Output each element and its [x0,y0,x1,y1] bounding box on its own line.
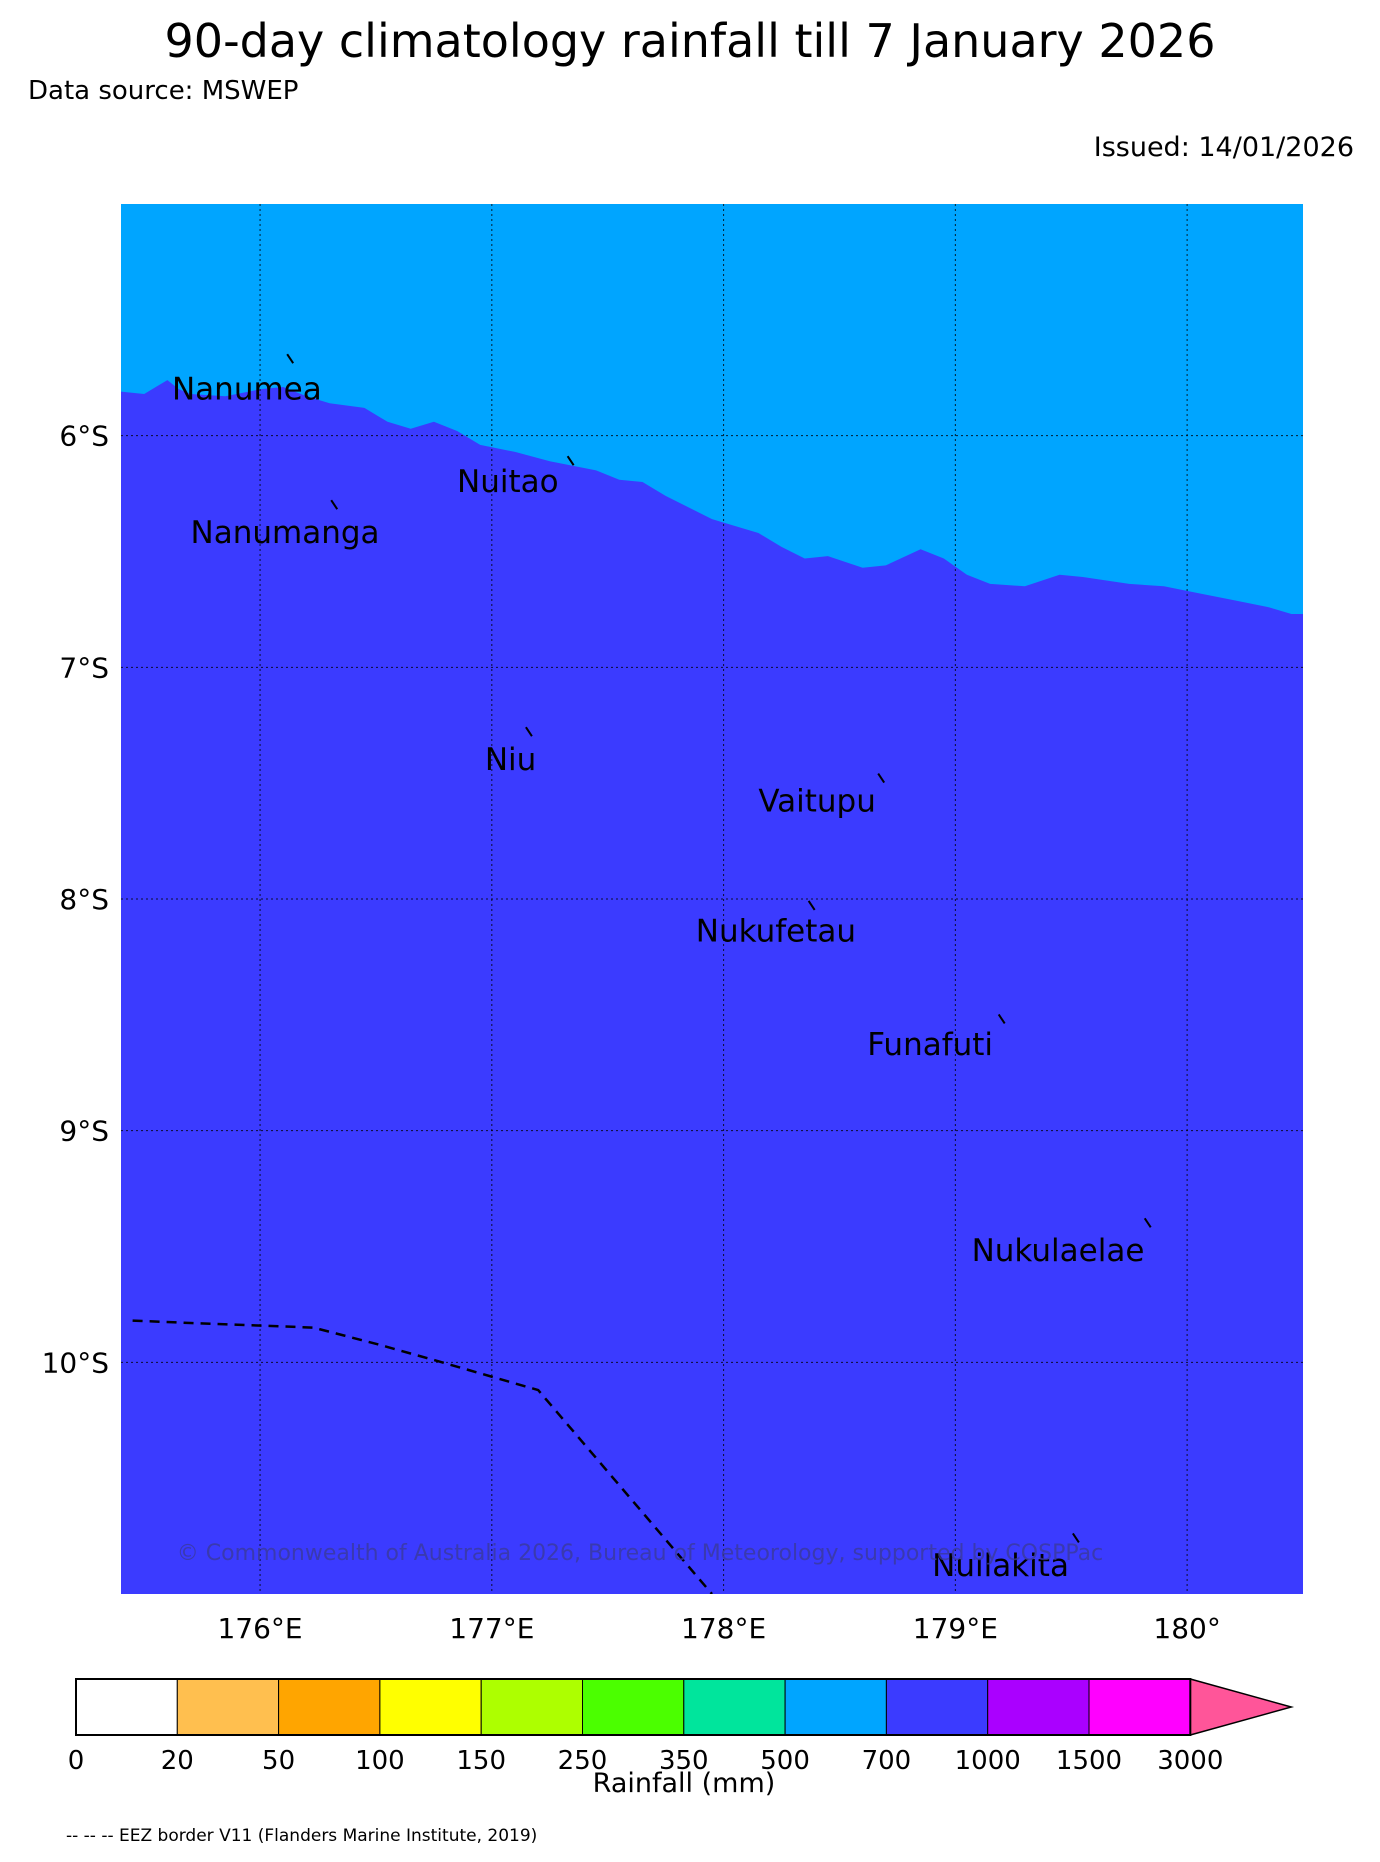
island-label: Nukulaelae [972,1233,1145,1269]
lon-tick-label: 179°E [913,1612,998,1645]
island-outline [877,772,886,784]
island-outline [286,353,295,364]
legend-swatch [75,1678,178,1736]
legend-swatch [480,1678,584,1736]
lat-tick-label: 10°S [42,1346,109,1379]
island-label: Niu [485,742,536,778]
lat-tick-label: 7°S [59,651,109,684]
legend-tick-label: 3000 [1157,1746,1223,1776]
island-outline [525,726,533,737]
islands-layer: Nanumea Nuitao Nanumanga Niu Vaitupu Nukufeta… [172,353,1152,1584]
legend-tick-label: 150 [456,1746,506,1776]
island-label: Funafuti [867,1027,993,1063]
legend-tick-label: 100 [355,1746,405,1776]
eez-footnote: -- -- -- EEZ border V11 (Flanders Marine… [66,1826,538,1846]
legend-swatch [683,1678,786,1736]
island-label: Nanumea [172,371,322,407]
island-label: Nanumanga [191,515,380,551]
island-label: Vaitupu [758,784,876,820]
island-outline [1143,1217,1152,1228]
legend-tick-label: 20 [161,1746,194,1776]
island-label: Nuilakita [932,1548,1069,1584]
legend-tick-label: 1500 [1056,1746,1122,1776]
graticule [121,204,1303,1594]
island-outline [997,1013,1006,1025]
island-label: Nuitao [457,464,559,500]
legend-frame [75,1678,1192,1736]
legend-swatch [885,1678,989,1736]
issued-date: Issued: 14/01/2026 [1093,132,1354,163]
lon-tick-label: 177°E [449,1612,534,1645]
map-title: 90-day climatology rainfall till 7 Janua… [164,14,1216,68]
legend-extend-arrow [1189,1678,1295,1736]
legend-swatch [379,1678,482,1736]
legend-swatch [176,1678,280,1736]
axis-labels: 6°S 7°S 8°S 9°S 10°S 176°E 177°E 178°E 179°E 180° [42,420,1221,1645]
data-source: Data source: MSWEP [28,76,299,106]
island-outline [1072,1532,1080,1543]
lat-tick-label: 8°S [59,883,109,916]
rainfall-zone-500-700 [121,204,1303,614]
legend-tick-label: 500 [760,1746,810,1776]
legend-tick-label: 700 [862,1746,912,1776]
legend-swatch [987,1678,1090,1736]
rainfall-legend: 0 20 50 100 150 250 350 500 700 1000 1500 3000 [68,1678,1295,1776]
legend-swatch [784,1678,887,1736]
legend-swatch [278,1678,381,1736]
island-label: Nukufetau [696,913,856,949]
eez-border-line [132,1319,713,1594]
legend-swatch [1088,1678,1191,1736]
lon-tick-label: 180° [1153,1612,1220,1645]
lat-tick-label: 9°S [59,1115,109,1148]
legend-tick-label: 1000 [955,1746,1021,1776]
lon-tick-label: 176°E [217,1612,302,1645]
island-outline [330,499,339,510]
legend-tick-label: 350 [659,1746,709,1776]
lat-tick-label: 6°S [59,420,109,453]
island-outline [566,455,575,466]
legend-tick-label: 0 [68,1746,85,1776]
island-outline [807,900,816,911]
legend-swatch [582,1678,685,1736]
copyright-notice: © Commonwealth of Australia 2026, Bureau… [177,1541,1103,1566]
legend-title: Rainfall (mm) [593,1768,776,1799]
legend-tick-label: 50 [262,1746,295,1776]
legend-tick-label: 250 [558,1746,608,1776]
lon-tick-label: 178°E [681,1612,766,1645]
